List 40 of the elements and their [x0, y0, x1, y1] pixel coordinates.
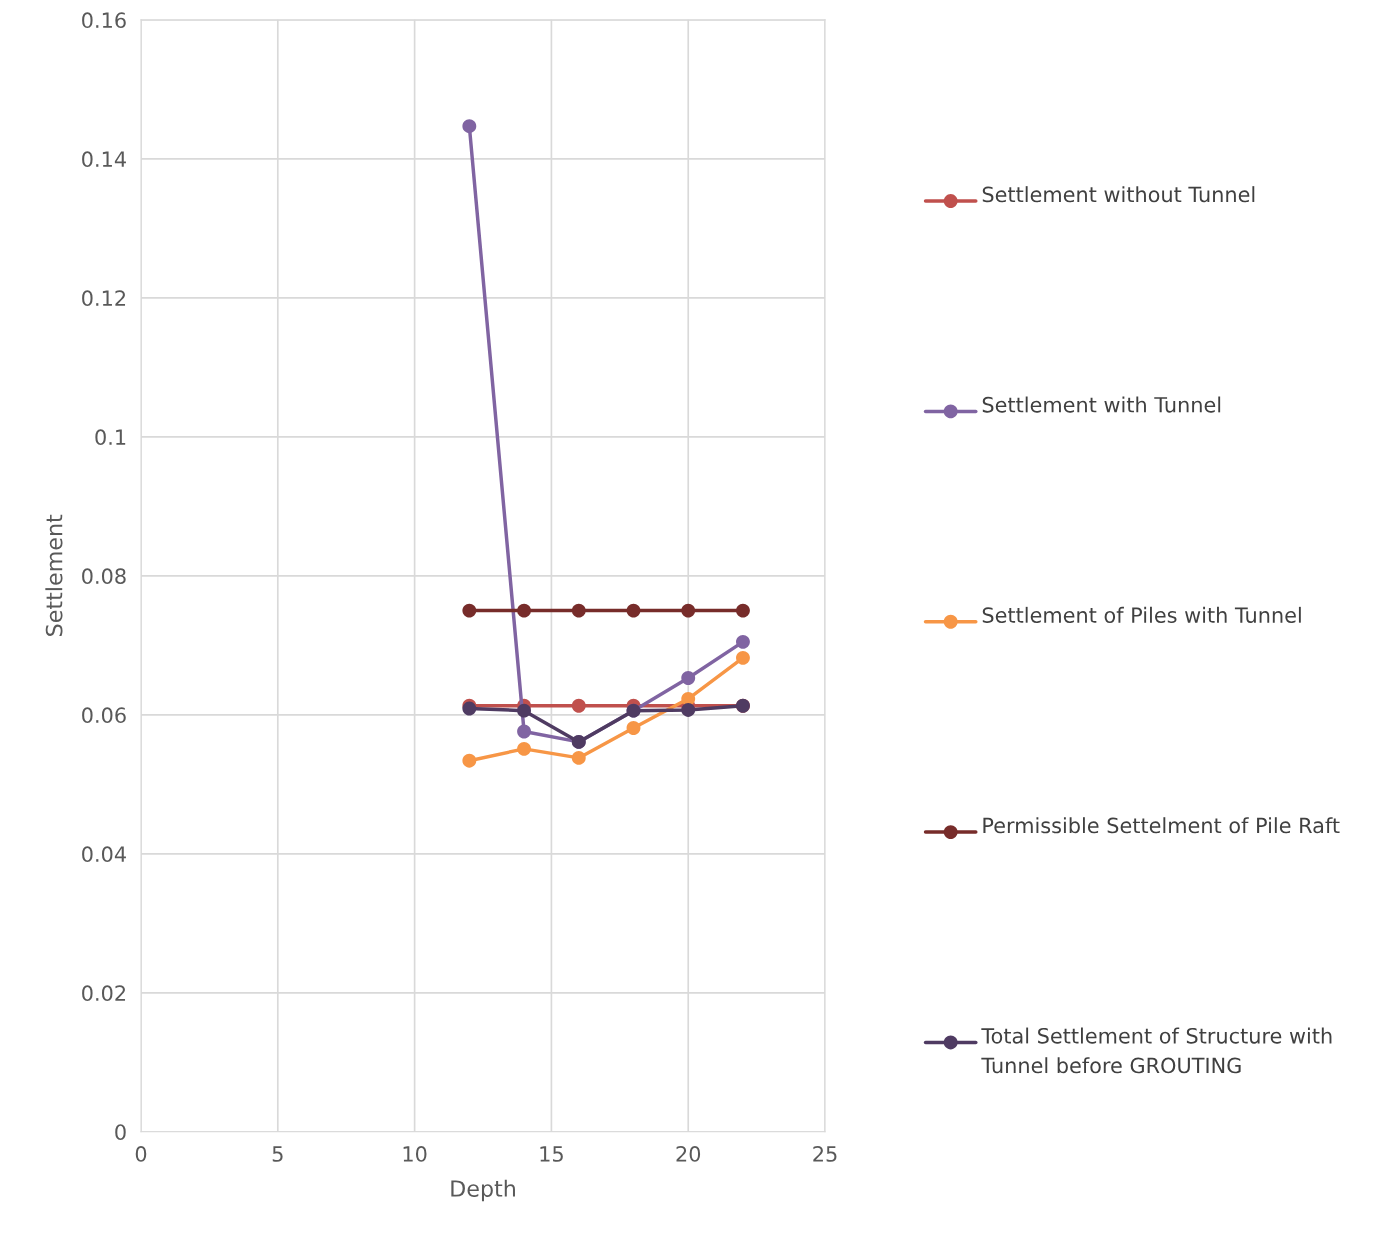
point: [571, 698, 586, 713]
y-tick-label: 0.06: [82, 707, 126, 724]
x-tick-label: 15: [540, 1146, 563, 1162]
point: [681, 671, 696, 685]
point: [736, 634, 750, 649]
x-tick-label: 5: [272, 1146, 283, 1162]
legend-label: Settlement without Tunnel: [982, 186, 1255, 203]
x-axis-title: Depth: [451, 1179, 515, 1202]
legend-label: Settlement of Piles with Tunnel: [982, 606, 1301, 623]
point: [571, 750, 586, 765]
point: [736, 650, 750, 665]
legend-label: Permissible Settelment of Pile Raft: [983, 817, 1340, 834]
y-tick-label: 0.16: [82, 12, 126, 29]
x-tick-label: 10: [403, 1146, 427, 1162]
point: [462, 119, 477, 134]
x-tick-label: 25: [813, 1146, 837, 1162]
point: [517, 724, 531, 739]
point: [736, 603, 750, 618]
y-tick-label: 0.04: [82, 846, 126, 863]
point: [626, 603, 641, 618]
legend-label: Total Settlement of Structure with Tunnel before GROUTING: [981, 1027, 1332, 1074]
x-tick-label: 0: [135, 1146, 147, 1162]
point: [571, 603, 586, 618]
legend-label: Settlement with Tunnel: [982, 396, 1221, 413]
point: [517, 703, 531, 718]
point: [517, 603, 531, 618]
point: [517, 741, 531, 756]
y-tick-label: 0.14: [82, 151, 126, 168]
y-tick-label: 0: [115, 1124, 126, 1140]
y-tick-label: 0.02: [82, 985, 126, 1002]
y-tick-label: 0.12: [82, 290, 126, 307]
point: [462, 603, 477, 618]
point: [626, 721, 641, 735]
x-tick-label: 20: [676, 1146, 701, 1162]
y-axis-title: Settlement: [45, 514, 63, 636]
y-tick-label: 0.08: [82, 568, 126, 585]
point: [462, 753, 477, 768]
point: [681, 703, 696, 717]
y-tick-label: 0.1: [95, 429, 126, 446]
point: [681, 603, 696, 618]
